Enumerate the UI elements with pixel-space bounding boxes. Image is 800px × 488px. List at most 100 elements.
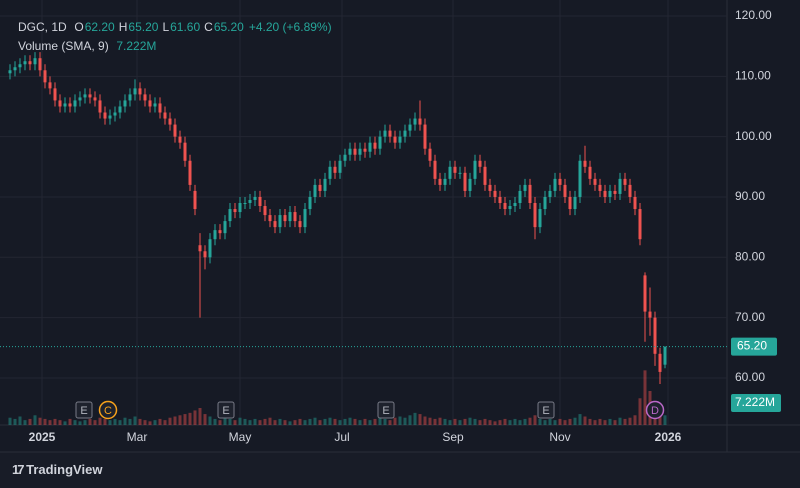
candle-body — [553, 178, 557, 191]
candle-body — [518, 190, 522, 203]
candle-body — [163, 112, 167, 119]
candle-body — [418, 118, 422, 125]
volume-bar — [628, 417, 632, 425]
volume-bar — [413, 412, 417, 425]
volume-bar — [488, 420, 492, 425]
volume-bar — [53, 418, 57, 425]
candle-body — [343, 154, 347, 161]
candle-body — [83, 94, 87, 98]
event-marker — [537, 401, 555, 419]
candle-body — [423, 124, 427, 149]
field-value: 61.60 — [170, 20, 201, 34]
volume-bar — [193, 410, 197, 425]
event-label: E — [382, 405, 389, 417]
candle-body — [88, 94, 92, 98]
volume-bar — [393, 417, 397, 425]
volume-bar — [188, 412, 192, 425]
field-key: H — [118, 20, 128, 34]
volume-bar — [498, 420, 502, 425]
candle-body — [568, 196, 572, 210]
volume-bar — [408, 415, 412, 425]
volume-bar — [398, 416, 402, 425]
volume-bar — [18, 416, 22, 425]
candle-body — [308, 196, 312, 210]
candle-body — [613, 190, 617, 194]
candle-body — [193, 190, 197, 210]
candle-body — [143, 94, 147, 101]
volume-bar — [568, 418, 572, 425]
candle-body — [268, 215, 272, 222]
candle-body — [278, 215, 282, 228]
candle-body — [273, 221, 277, 228]
volume-bar — [183, 414, 187, 425]
volume-bar — [123, 417, 127, 425]
candle-body — [653, 317, 657, 354]
candle-body — [483, 166, 487, 185]
candle-body — [288, 212, 292, 222]
event-label: E — [542, 405, 549, 417]
candle-body — [458, 172, 462, 174]
volume-bar — [368, 420, 372, 425]
volume-bar — [663, 415, 667, 425]
candle-body — [658, 353, 662, 372]
candle-body — [113, 112, 117, 116]
candle-body — [378, 136, 382, 149]
volume-bar — [448, 420, 452, 425]
volume-bar — [253, 418, 257, 425]
candle-body — [168, 118, 172, 125]
candle-body — [558, 178, 562, 185]
field-key: L — [162, 20, 170, 34]
candle-body — [8, 70, 12, 74]
candles — [8, 52, 667, 384]
volume-bar — [78, 421, 82, 425]
volume-bar — [478, 420, 482, 425]
volume-bar — [613, 420, 617, 425]
volume-bar — [313, 417, 317, 425]
candle-body — [173, 124, 177, 137]
candle-body — [383, 130, 387, 137]
candle-body — [563, 184, 567, 197]
candle-body — [58, 100, 62, 107]
volume-bar — [213, 418, 217, 425]
volume-bar — [548, 418, 552, 425]
volume-bar — [158, 418, 162, 425]
candle-body — [73, 100, 77, 107]
candle-body — [183, 142, 187, 161]
candle-body — [578, 160, 582, 197]
volume-bar — [603, 420, 607, 425]
candle-body — [648, 311, 652, 318]
candle-body — [303, 209, 307, 228]
volume-tag — [731, 394, 781, 412]
volume-bar — [588, 418, 592, 425]
volume-bar — [433, 418, 437, 425]
volume-bar — [618, 417, 622, 425]
field-key: C — [204, 20, 213, 34]
volume-bar — [503, 418, 507, 425]
candle-body — [478, 160, 482, 167]
volume-bar — [623, 418, 627, 425]
event-label: E — [80, 405, 87, 417]
volume-bar — [33, 415, 37, 425]
volume-bar — [538, 418, 542, 425]
candle-body — [548, 190, 552, 197]
candle-body — [543, 196, 547, 210]
volume-bar — [243, 418, 247, 425]
volume-bar — [443, 418, 447, 425]
volume-bar — [223, 417, 227, 425]
price-tag-label: 65.20 — [737, 339, 767, 353]
candle-body — [498, 196, 502, 203]
y-tick-label: 70.00 — [735, 310, 765, 324]
candle-body — [178, 136, 182, 143]
volume-bar — [533, 415, 537, 425]
volume-tag-label: 7.222M — [735, 395, 775, 409]
volume-bar — [203, 414, 207, 425]
volume-bar — [118, 420, 122, 425]
x-tick-label: 2025 — [29, 430, 56, 444]
candle-body — [603, 190, 607, 197]
y-tick-label: 90.00 — [735, 189, 765, 203]
volume-bar — [453, 418, 457, 425]
candle-body — [208, 239, 212, 258]
brand-logo[interactable]: 17 TradingView — [12, 462, 103, 477]
volume-bar — [278, 418, 282, 425]
candle-body — [628, 184, 632, 197]
